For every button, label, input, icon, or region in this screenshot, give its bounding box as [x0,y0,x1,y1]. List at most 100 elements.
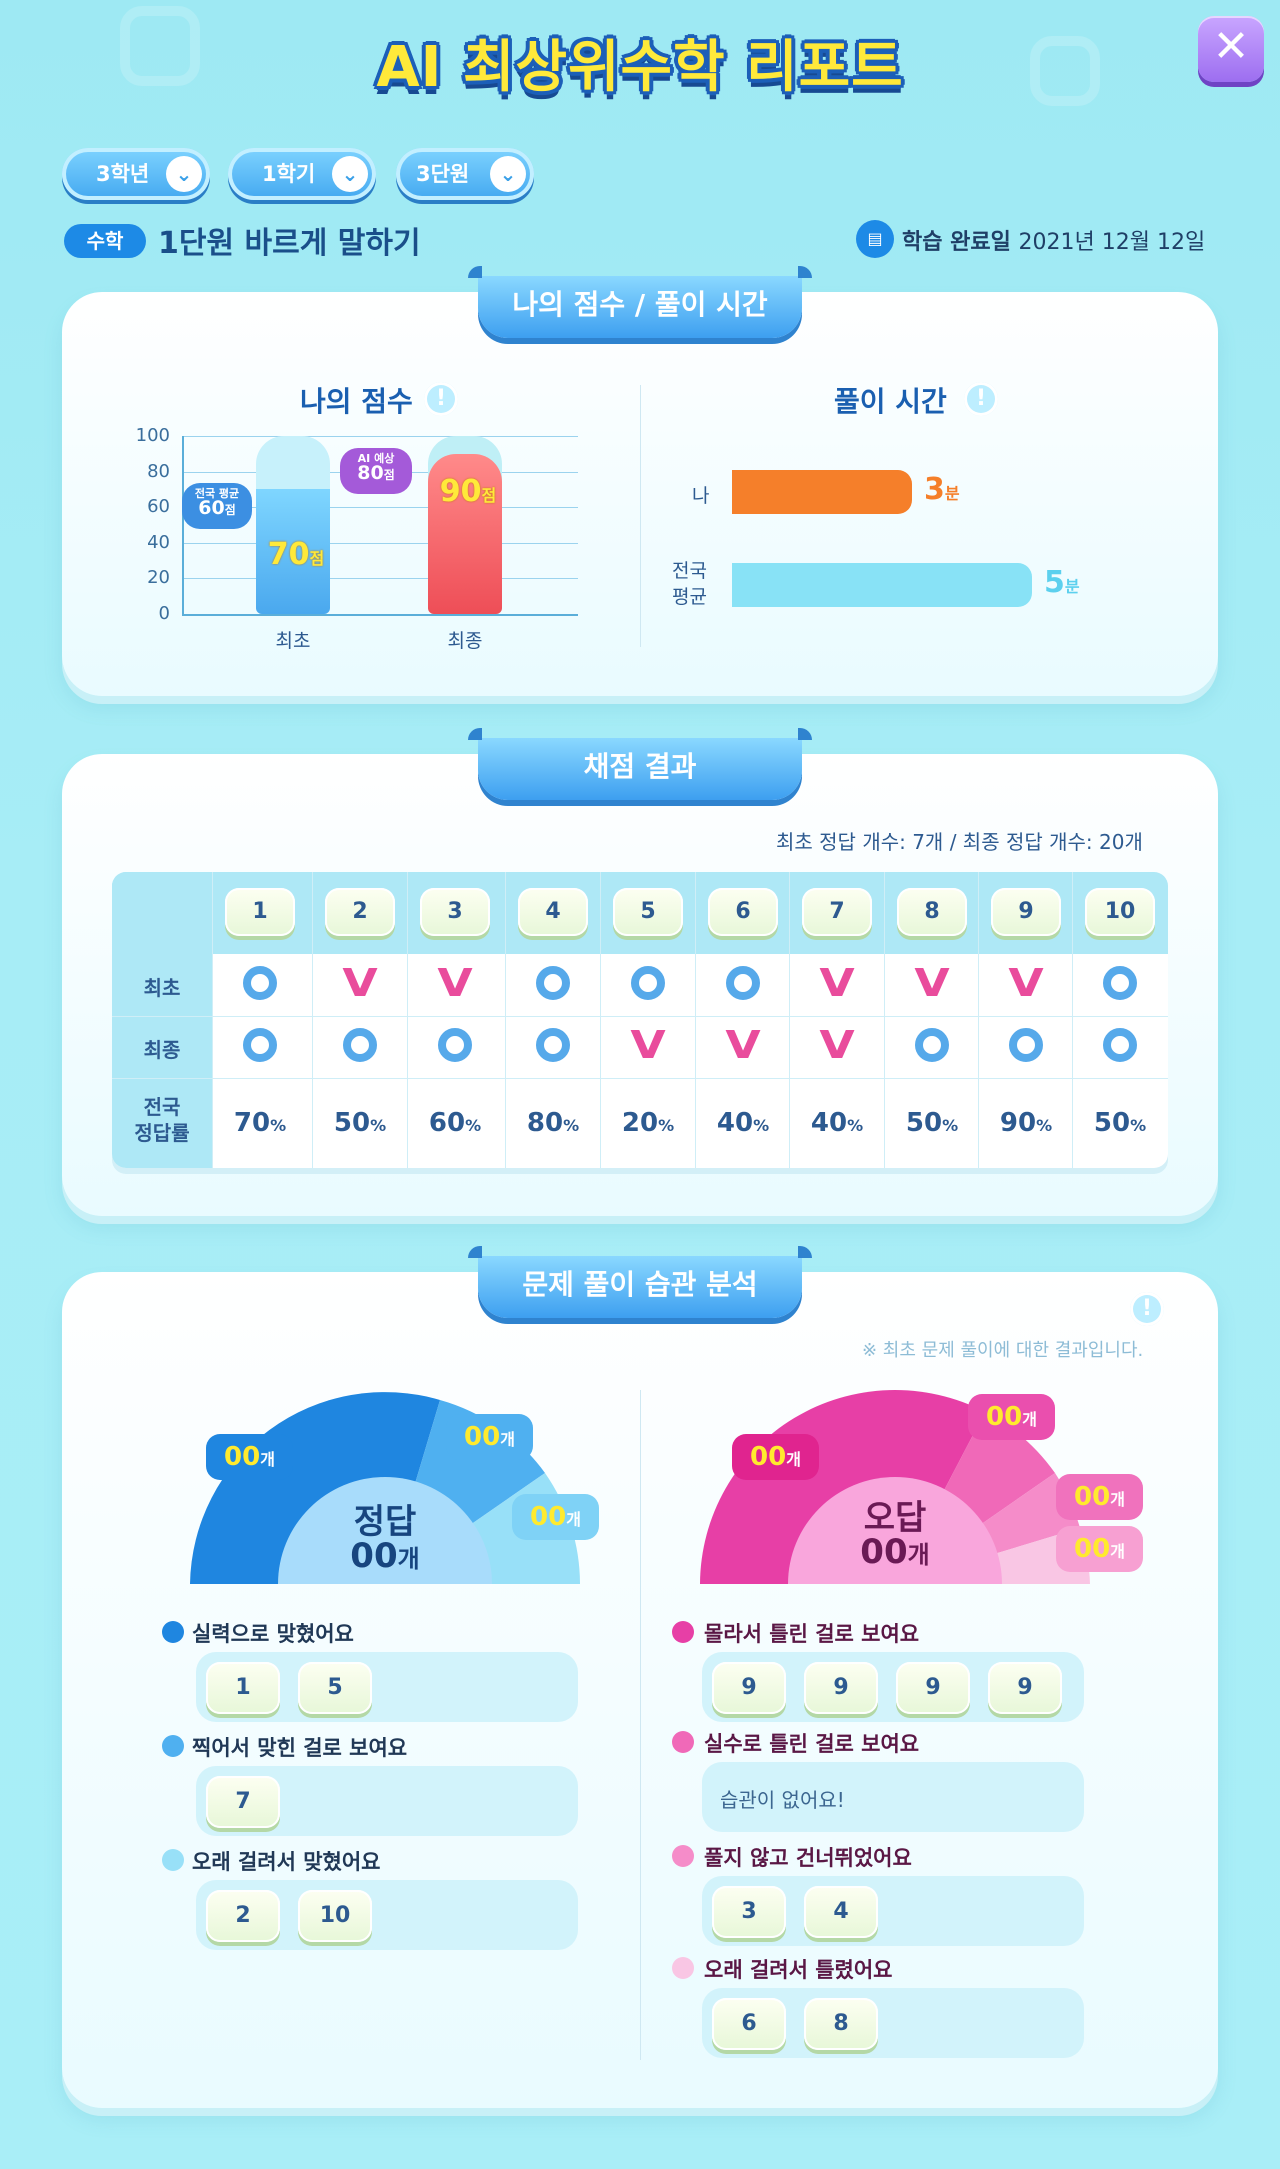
unit-dropdown[interactable]: 3단원 ⌄ [396,148,534,200]
background-plus-shape [1030,36,1100,106]
first-result-cell [1072,966,1168,1000]
question-chip[interactable]: 10 [298,1890,372,1942]
grading-summary: 최초 정답 개수: 7개 / 최종 정답 개수: 20개 [776,830,1143,854]
question-number-button[interactable]: 5 [613,888,683,936]
question-chip[interactable]: 2 [206,1890,280,1942]
grading-column-divider [884,872,885,1168]
question-chip[interactable]: 5 [298,1662,372,1714]
row-label-first: 최초 [143,976,181,1000]
chevron-down-icon: ⌄ [166,156,202,192]
habit-section-ribbon: 문제 풀이 습관 분석 [468,1246,812,1318]
info-icon[interactable]: ! [1130,1292,1164,1326]
correct-mark-icon [1103,1028,1137,1062]
question-number-button[interactable]: 6 [708,888,778,936]
national-rate-cell: 20% [621,1108,675,1138]
legend-dot [672,1957,694,1979]
close-button[interactable]: ✕ [1198,16,1264,82]
count-unit: 개 [907,1541,930,1569]
correct-mark-icon [1009,1028,1043,1062]
final-result-cell [505,1028,601,1062]
wrong-center-count-value: 00 [860,1532,908,1572]
correct-tag-skill: 00개 [206,1434,293,1480]
question-number-button[interactable]: 1 [225,888,295,936]
wrong-mark-icon: V [342,961,378,1005]
question-number-button[interactable]: 3 [420,888,490,936]
question-chip[interactable]: 1 [206,1662,280,1714]
correct-donut-chart [190,1392,580,1584]
first-result-cell [695,966,791,1000]
info-icon[interactable]: ! [964,382,998,416]
row-label-rate-line1: 전국 [143,1095,181,1119]
national-rate-cell: 60% [428,1108,482,1138]
final-result-cell [312,1028,408,1062]
grading-table: 최초 최종 전국 정답률 1 70% 2 V 50% 3 V 60% 4 80% 5 V 20% 6 V 40… [112,872,1168,1168]
national-rate-cell: 80% [526,1108,580,1138]
subject-badge: 수학 [64,224,146,258]
final-result-cell [978,1028,1074,1062]
semester-dropdown[interactable]: 1학기 ⌄ [228,148,376,200]
correct-mark-icon [631,966,665,1000]
bubble-label: 전국 평균 [194,487,240,501]
question-chip[interactable]: 6 [712,1998,786,2050]
question-number-button[interactable]: 8 [897,888,967,936]
national-rate-cell: 70% [233,1108,287,1138]
grading-column-divider [505,872,506,1168]
correct-tag-slow: 00개 [512,1494,599,1540]
question-chip[interactable]: 4 [804,1886,878,1938]
bubble-value: 60점 [198,497,236,520]
question-number-button[interactable]: 4 [518,888,588,936]
question-number-button[interactable]: 7 [802,888,872,936]
question-chip[interactable]: 3 [712,1886,786,1938]
first-result-cell [600,966,696,1000]
wrong-tag-mistake: 00개 [968,1394,1055,1440]
chevron-down-icon: ⌄ [332,156,368,192]
first-result-cell: V [312,964,408,1002]
correct-mark-icon [915,1028,949,1062]
question-chip[interactable]: 9 [712,1662,786,1714]
wrong-tag-slow: 00개 [1056,1526,1143,1572]
grade-dropdown[interactable]: 3학년 ⌄ [62,148,210,200]
national-rate-cell: 90% [999,1108,1053,1138]
row-divider [112,1078,1168,1079]
question-chip[interactable]: 9 [804,1662,878,1714]
national-rate-cell: 50% [1093,1108,1147,1138]
final-result-cell: V [789,1026,885,1064]
question-chip[interactable]: 8 [804,1998,878,2050]
correct-center-count: 00개 [330,1536,440,1576]
wrong-mark-icon: V [1008,961,1044,1005]
first-result-cell: V [789,964,885,1002]
row-divider [112,1016,1168,1017]
time-bar-chart: 3분 5분 나 전국 평균 [670,455,1150,625]
wrong-mark-icon: V [819,1023,855,1067]
habit-note: ※ 최초 문제 풀이에 대한 결과입니다. [862,1340,1144,1361]
question-number-button[interactable]: 10 [1085,888,1155,936]
habit-card-divider [640,1390,641,2060]
grading-column-divider [978,872,979,1168]
count-unit: 개 [566,1510,581,1529]
wrong-donut-center [788,1477,1002,1584]
question-number-button[interactable]: 9 [991,888,1061,936]
question-chip[interactable]: 9 [988,1662,1062,1714]
wrong-group-label: 실수로 틀린 걸로 보여요 [704,1732,920,1756]
grading-section-ribbon: 채점 결과 [468,728,812,800]
question-chip[interactable]: 9 [896,1662,970,1714]
time-label-national: 전국 평균 [672,560,707,608]
bubble-label: AI 예상 [357,451,395,465]
correct-center-count-value: 00 [350,1536,398,1576]
count-unit: 개 [397,1545,420,1573]
x-tick-label: 최종 [447,630,483,652]
wrong-tag-skip: 00개 [1056,1474,1143,1520]
completion-date: 학습 완료일 2021년 12월 12일 [902,224,1205,256]
unit-dropdown-label: 3단원 [416,162,470,186]
grading-column-divider [212,872,213,1168]
question-number-button[interactable]: 2 [325,888,395,936]
question-chip[interactable]: 7 [206,1776,280,1828]
wrong-group-label: 풀지 않고 건너뛰었어요 [704,1846,912,1870]
score-card-divider [640,385,641,647]
tag-value: 00 [1074,1534,1111,1564]
grading-column-divider [312,872,313,1168]
score-bar [256,489,330,614]
gridline [182,436,578,437]
info-icon[interactable]: ! [424,382,458,416]
legend-dot [162,1849,184,1871]
